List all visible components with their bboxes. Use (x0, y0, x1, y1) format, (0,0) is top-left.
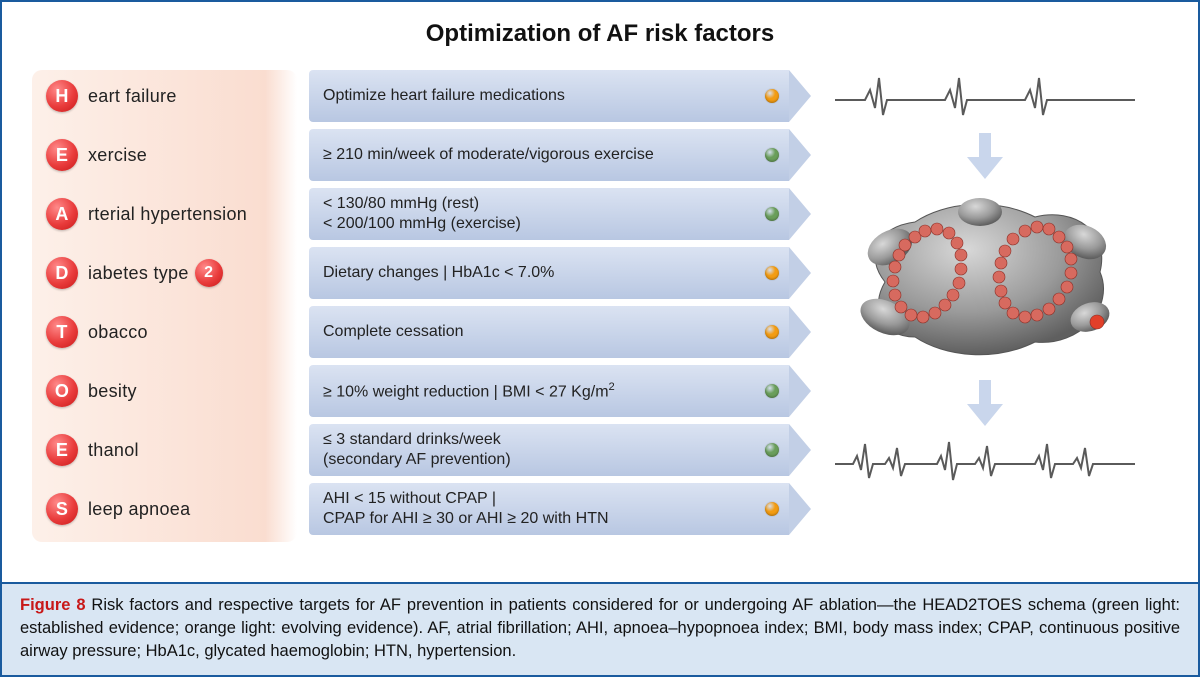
risk-factor-row: Arterial hypertension (32, 188, 297, 240)
risk-factor-row: Tobacco (32, 306, 297, 358)
caption-label: Figure 8 (20, 596, 86, 614)
risk-factor-column: Heart failure Exercise Arterial hypertensi… (32, 70, 297, 542)
risk-factor-label: thanol (88, 440, 139, 461)
figure-container: Optimization of AF risk factors Heart fa… (0, 0, 1200, 677)
arrow-down-icon (967, 380, 1003, 426)
figure-title: Optimization of AF risk factors (32, 20, 1168, 48)
target-column: Optimize heart failure medications ≥ 210 … (309, 70, 789, 542)
evidence-dot-orange (765, 325, 779, 339)
risk-factor-row: Exercise (32, 129, 297, 181)
figure-body: Optimization of AF risk factors Heart fa… (2, 2, 1198, 582)
risk-factor-label: besity (88, 381, 137, 402)
target-arrow: Optimize heart failure medications (309, 70, 789, 122)
target-text: ≤ 3 standard drinks/week(secondary AF pr… (323, 430, 511, 470)
target-text: ≥ 10% weight reduction | BMI < 27 Kg/m2 (323, 380, 615, 402)
risk-factor-label: xercise (88, 145, 147, 166)
target-arrow: < 130/80 mmHg (rest)< 200/100 mmHg (exer… (309, 188, 789, 240)
mnemonic-letter-circle: S (46, 493, 78, 525)
target-text: Optimize heart failure medications (323, 86, 565, 106)
evidence-dot-green (765, 443, 779, 457)
evidence-dot-orange (765, 89, 779, 103)
mnemonic-number-circle: 2 (195, 259, 223, 287)
cardiac-ablation-illustration (845, 187, 1125, 372)
arrow-down-icon (967, 133, 1003, 179)
target-text: < 130/80 mmHg (rest)< 200/100 mmHg (exer… (323, 194, 521, 234)
evidence-dot-green (765, 148, 779, 162)
risk-factor-label: iabetes type (88, 263, 189, 284)
risk-factor-label: rterial hypertension (88, 204, 247, 225)
target-arrow: AHI < 15 without CPAP |CPAP for AHI ≥ 30… (309, 483, 789, 535)
risk-factor-row: Heart failure (32, 70, 297, 122)
mnemonic-letter-circle: E (46, 139, 78, 171)
risk-factor-label: obacco (88, 322, 148, 343)
target-arrow: ≤ 3 standard drinks/week(secondary AF pr… (309, 424, 789, 476)
target-text: Complete cessation (323, 322, 464, 342)
evidence-dot-green (765, 207, 779, 221)
ecg-irregular-icon (835, 434, 1135, 489)
mnemonic-letter-circle: T (46, 316, 78, 348)
evidence-dot-green (765, 384, 779, 398)
evidence-dot-orange (765, 266, 779, 280)
risk-factor-row: Obesity (32, 365, 297, 417)
target-text: AHI < 15 without CPAP |CPAP for AHI ≥ 30… (323, 489, 609, 529)
mnemonic-letter-circle: E (46, 434, 78, 466)
target-arrow: Complete cessation (309, 306, 789, 358)
mnemonic-letter-circle: A (46, 198, 78, 230)
target-arrow: Dietary changes | HbA1c < 7.0% (309, 247, 789, 299)
risk-factor-label: leep apnoea (88, 499, 190, 520)
ecg-regular-icon (835, 70, 1135, 125)
figure-caption: Figure 8 Risk factors and respective tar… (2, 582, 1198, 675)
mnemonic-letter-circle: D (46, 257, 78, 289)
risk-factor-row: Sleep apnoea (32, 483, 297, 535)
risk-factor-row: Diabetes type 2 (32, 247, 297, 299)
illustration-column (801, 70, 1168, 540)
columns: Heart failure Exercise Arterial hypertensi… (32, 70, 1168, 542)
risk-factor-label: eart failure (88, 86, 177, 107)
evidence-dot-orange (765, 502, 779, 516)
target-arrow: ≥ 10% weight reduction | BMI < 27 Kg/m2 (309, 365, 789, 417)
caption-text: Risk factors and respective targets for … (20, 596, 1180, 660)
risk-factor-row: Ethanol (32, 424, 297, 476)
target-text: ≥ 210 min/week of moderate/vigorous exer… (323, 145, 654, 165)
target-text: Dietary changes | HbA1c < 7.0% (323, 263, 554, 283)
target-arrow: ≥ 210 min/week of moderate/vigorous exer… (309, 129, 789, 181)
mnemonic-letter-circle: O (46, 375, 78, 407)
mnemonic-letter-circle: H (46, 80, 78, 112)
